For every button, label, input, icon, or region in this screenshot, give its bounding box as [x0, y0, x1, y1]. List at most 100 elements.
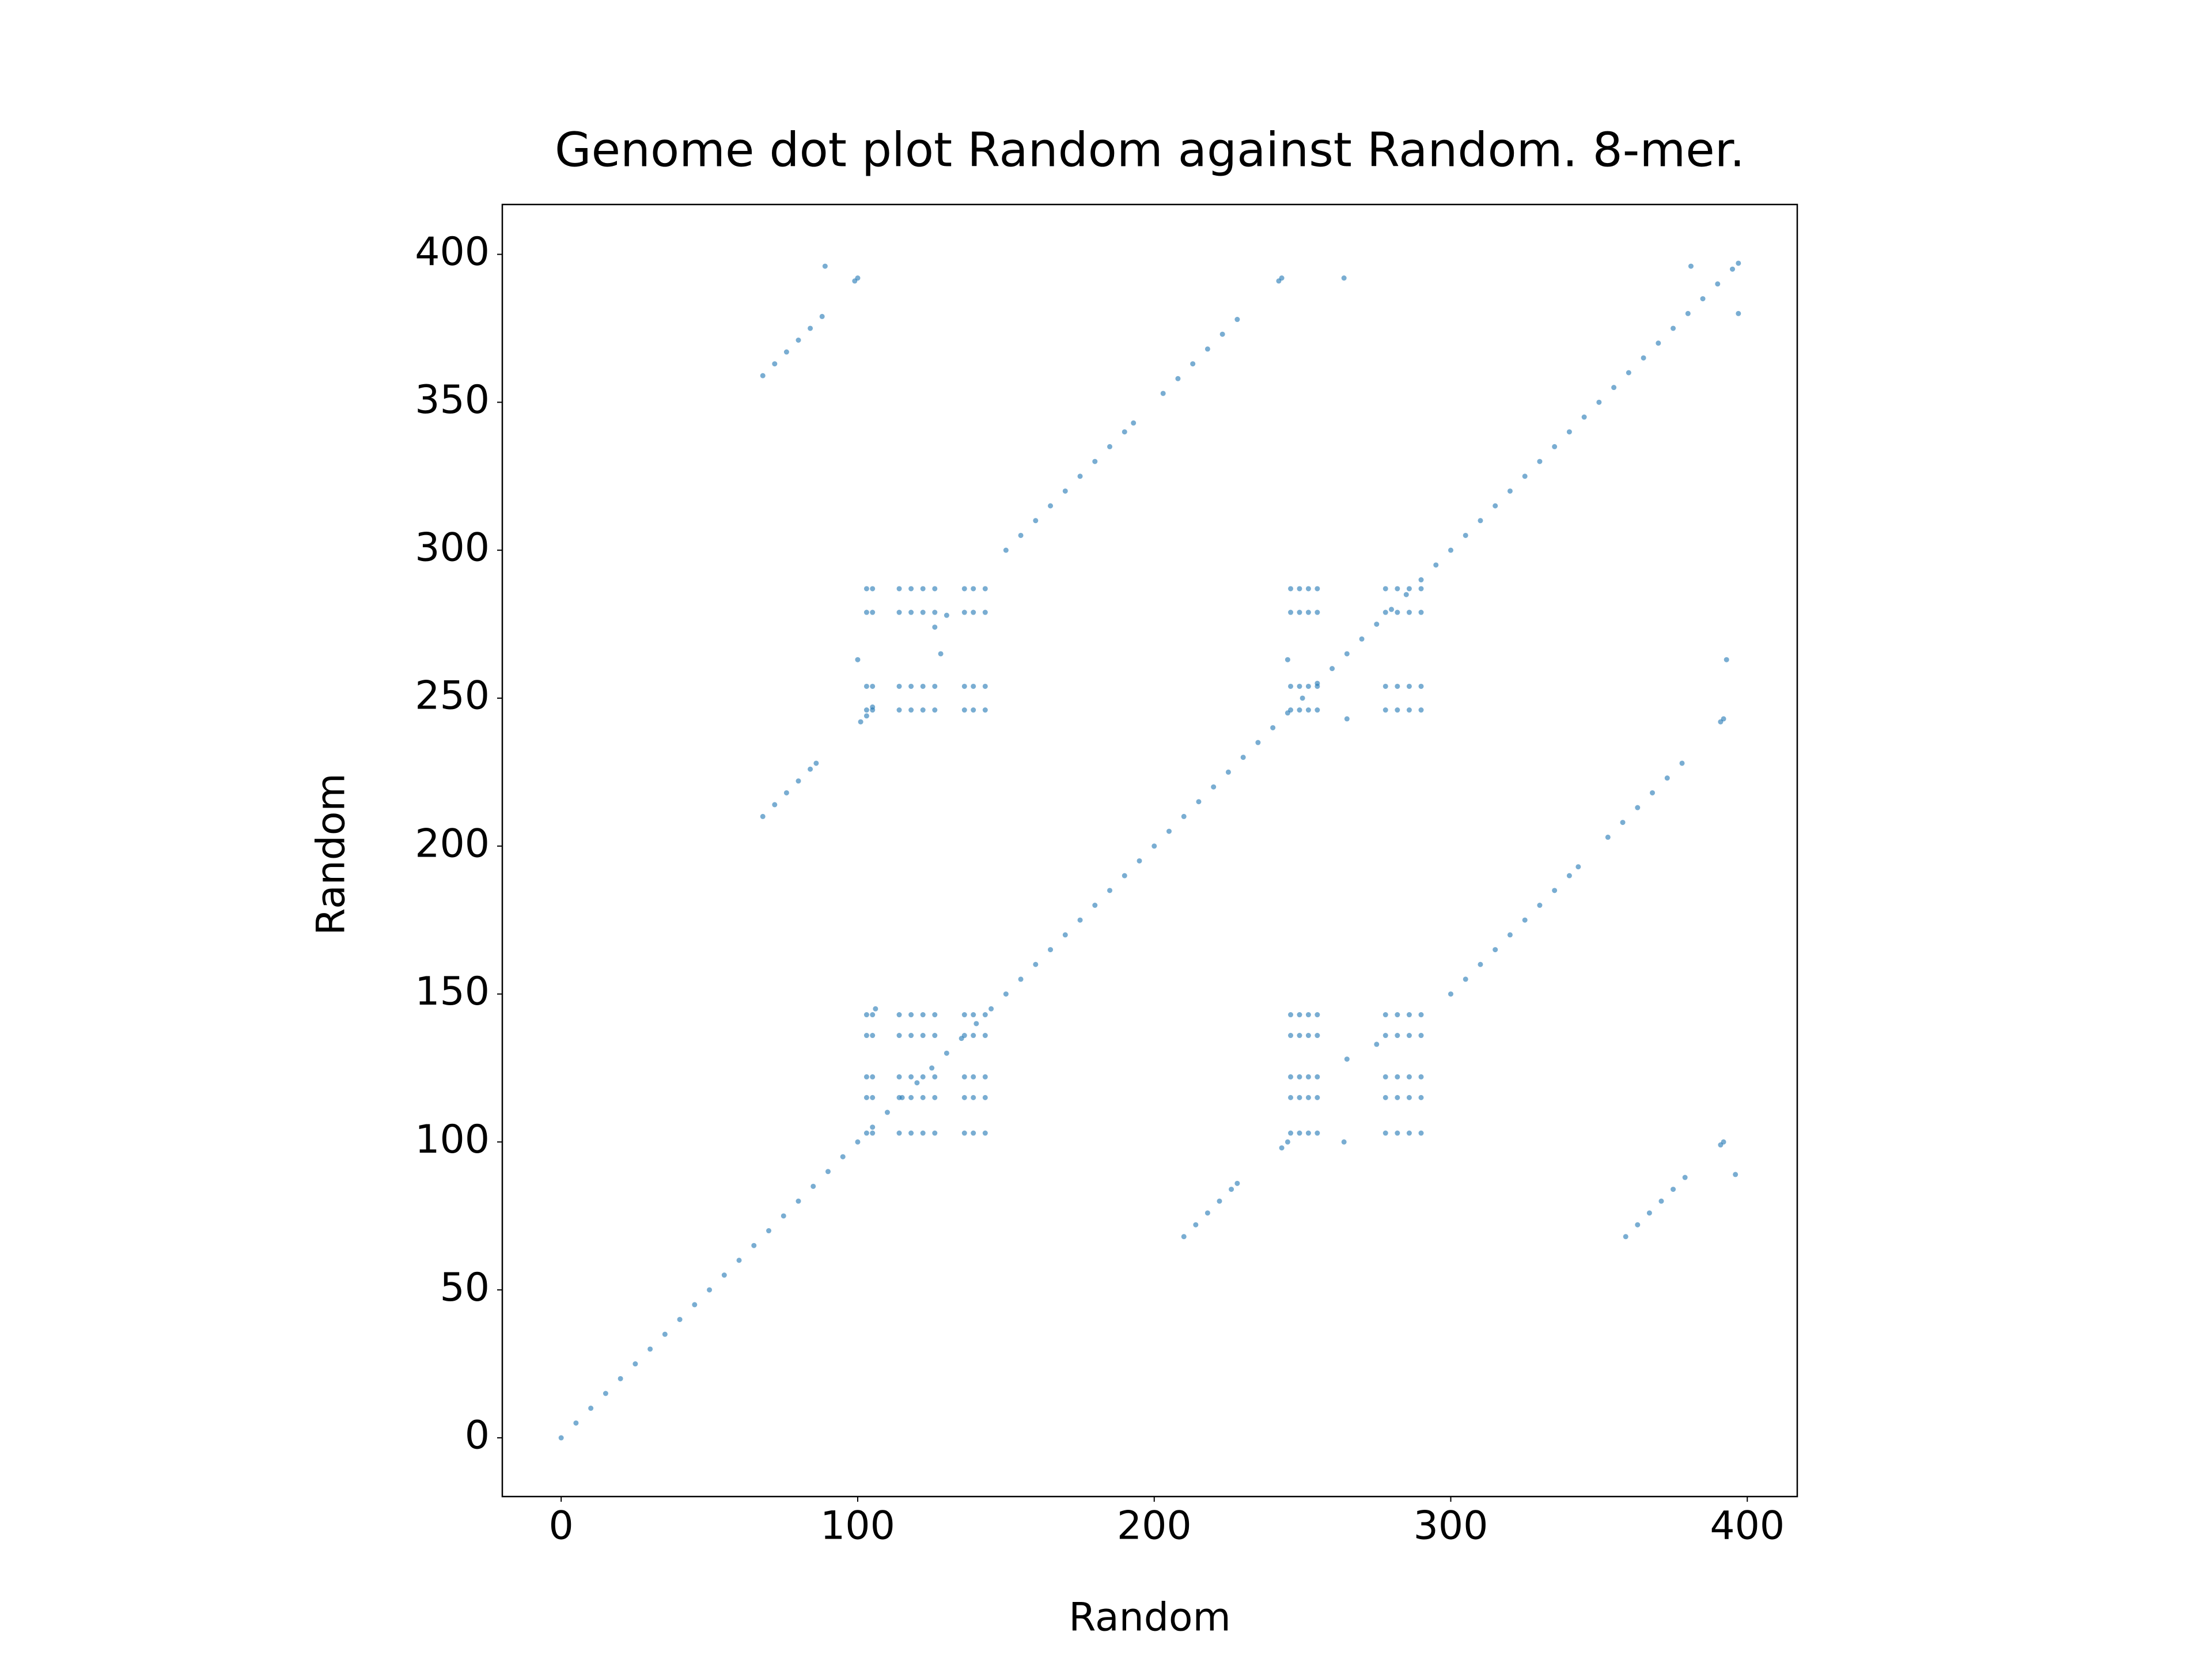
point: [896, 683, 902, 689]
point: [1048, 947, 1054, 953]
point: [736, 1257, 742, 1263]
point: [1225, 769, 1231, 775]
point: [863, 586, 869, 592]
point: [1433, 562, 1439, 568]
point: [982, 683, 988, 689]
point: [914, 1080, 920, 1086]
point: [908, 707, 914, 713]
point: [808, 766, 813, 772]
point: [1646, 1210, 1652, 1216]
y-tick-label: 150: [415, 969, 490, 1014]
point: [1062, 932, 1068, 938]
point: [1395, 1130, 1400, 1136]
point: [1288, 1012, 1294, 1018]
point: [1463, 532, 1468, 538]
point: [1219, 331, 1225, 337]
point: [1724, 657, 1729, 662]
point: [961, 586, 967, 592]
point: [1620, 820, 1626, 825]
point: [863, 713, 869, 719]
point: [1406, 683, 1412, 689]
point: [1279, 275, 1285, 281]
point: [1382, 609, 1388, 615]
point: [1305, 609, 1311, 615]
point: [1288, 683, 1294, 689]
point: [870, 1074, 876, 1080]
point: [932, 1074, 938, 1080]
point: [920, 1074, 926, 1080]
point: [863, 707, 869, 713]
point: [896, 1074, 902, 1080]
point: [944, 612, 949, 618]
point: [908, 1012, 914, 1018]
point: [1229, 1187, 1234, 1192]
point: [1092, 903, 1098, 908]
point: [1679, 760, 1685, 766]
y-tick-label: 0: [465, 1413, 490, 1459]
point: [783, 790, 789, 796]
point: [1552, 888, 1558, 893]
point: [1297, 586, 1302, 592]
chart-title: Genome dot plot Random against Random. 8…: [555, 123, 1745, 177]
point: [1344, 651, 1350, 657]
point: [870, 1124, 876, 1130]
point: [662, 1331, 668, 1337]
point: [647, 1346, 653, 1352]
point: [1537, 459, 1543, 464]
point: [1315, 683, 1320, 689]
point: [870, 1012, 876, 1018]
point: [1688, 263, 1694, 269]
point: [677, 1317, 683, 1323]
point: [810, 1183, 816, 1189]
point: [1315, 1033, 1320, 1039]
point: [760, 373, 766, 378]
point: [1003, 991, 1009, 997]
point: [932, 609, 938, 615]
point: [1418, 1130, 1424, 1136]
point: [920, 1033, 926, 1039]
point: [982, 586, 988, 592]
point: [1507, 488, 1513, 494]
point: [896, 1033, 902, 1039]
point: [1389, 607, 1395, 612]
point: [1193, 1222, 1199, 1228]
point: [961, 1094, 967, 1100]
point: [707, 1287, 713, 1293]
y-tick-label: 100: [415, 1117, 490, 1162]
point: [971, 707, 976, 713]
point: [988, 1006, 994, 1012]
point: [1107, 444, 1113, 449]
point: [1575, 864, 1581, 870]
point: [932, 1094, 938, 1100]
point: [1160, 391, 1166, 396]
point: [1048, 503, 1054, 509]
point: [618, 1376, 623, 1381]
point: [908, 1033, 914, 1039]
point: [971, 1074, 976, 1080]
x-tick-label: 400: [1710, 1503, 1785, 1549]
point: [1181, 1234, 1187, 1240]
point: [932, 624, 938, 630]
point: [1288, 1130, 1294, 1136]
point: [772, 361, 778, 367]
point: [920, 1094, 926, 1100]
point: [1018, 532, 1024, 538]
point: [1092, 459, 1098, 464]
point: [961, 1074, 967, 1080]
point: [1297, 1094, 1302, 1100]
point: [1288, 707, 1294, 713]
point: [1305, 707, 1311, 713]
point: [1374, 622, 1380, 627]
point: [721, 1272, 727, 1278]
point: [932, 1012, 938, 1018]
point: [863, 609, 869, 615]
point: [961, 707, 967, 713]
point: [573, 1420, 579, 1426]
point: [908, 1094, 914, 1100]
x-tick-label: 100: [820, 1503, 895, 1549]
point: [1478, 961, 1483, 967]
point: [796, 1198, 801, 1204]
point: [1522, 917, 1528, 923]
point: [1137, 858, 1142, 863]
point: [1581, 414, 1587, 420]
